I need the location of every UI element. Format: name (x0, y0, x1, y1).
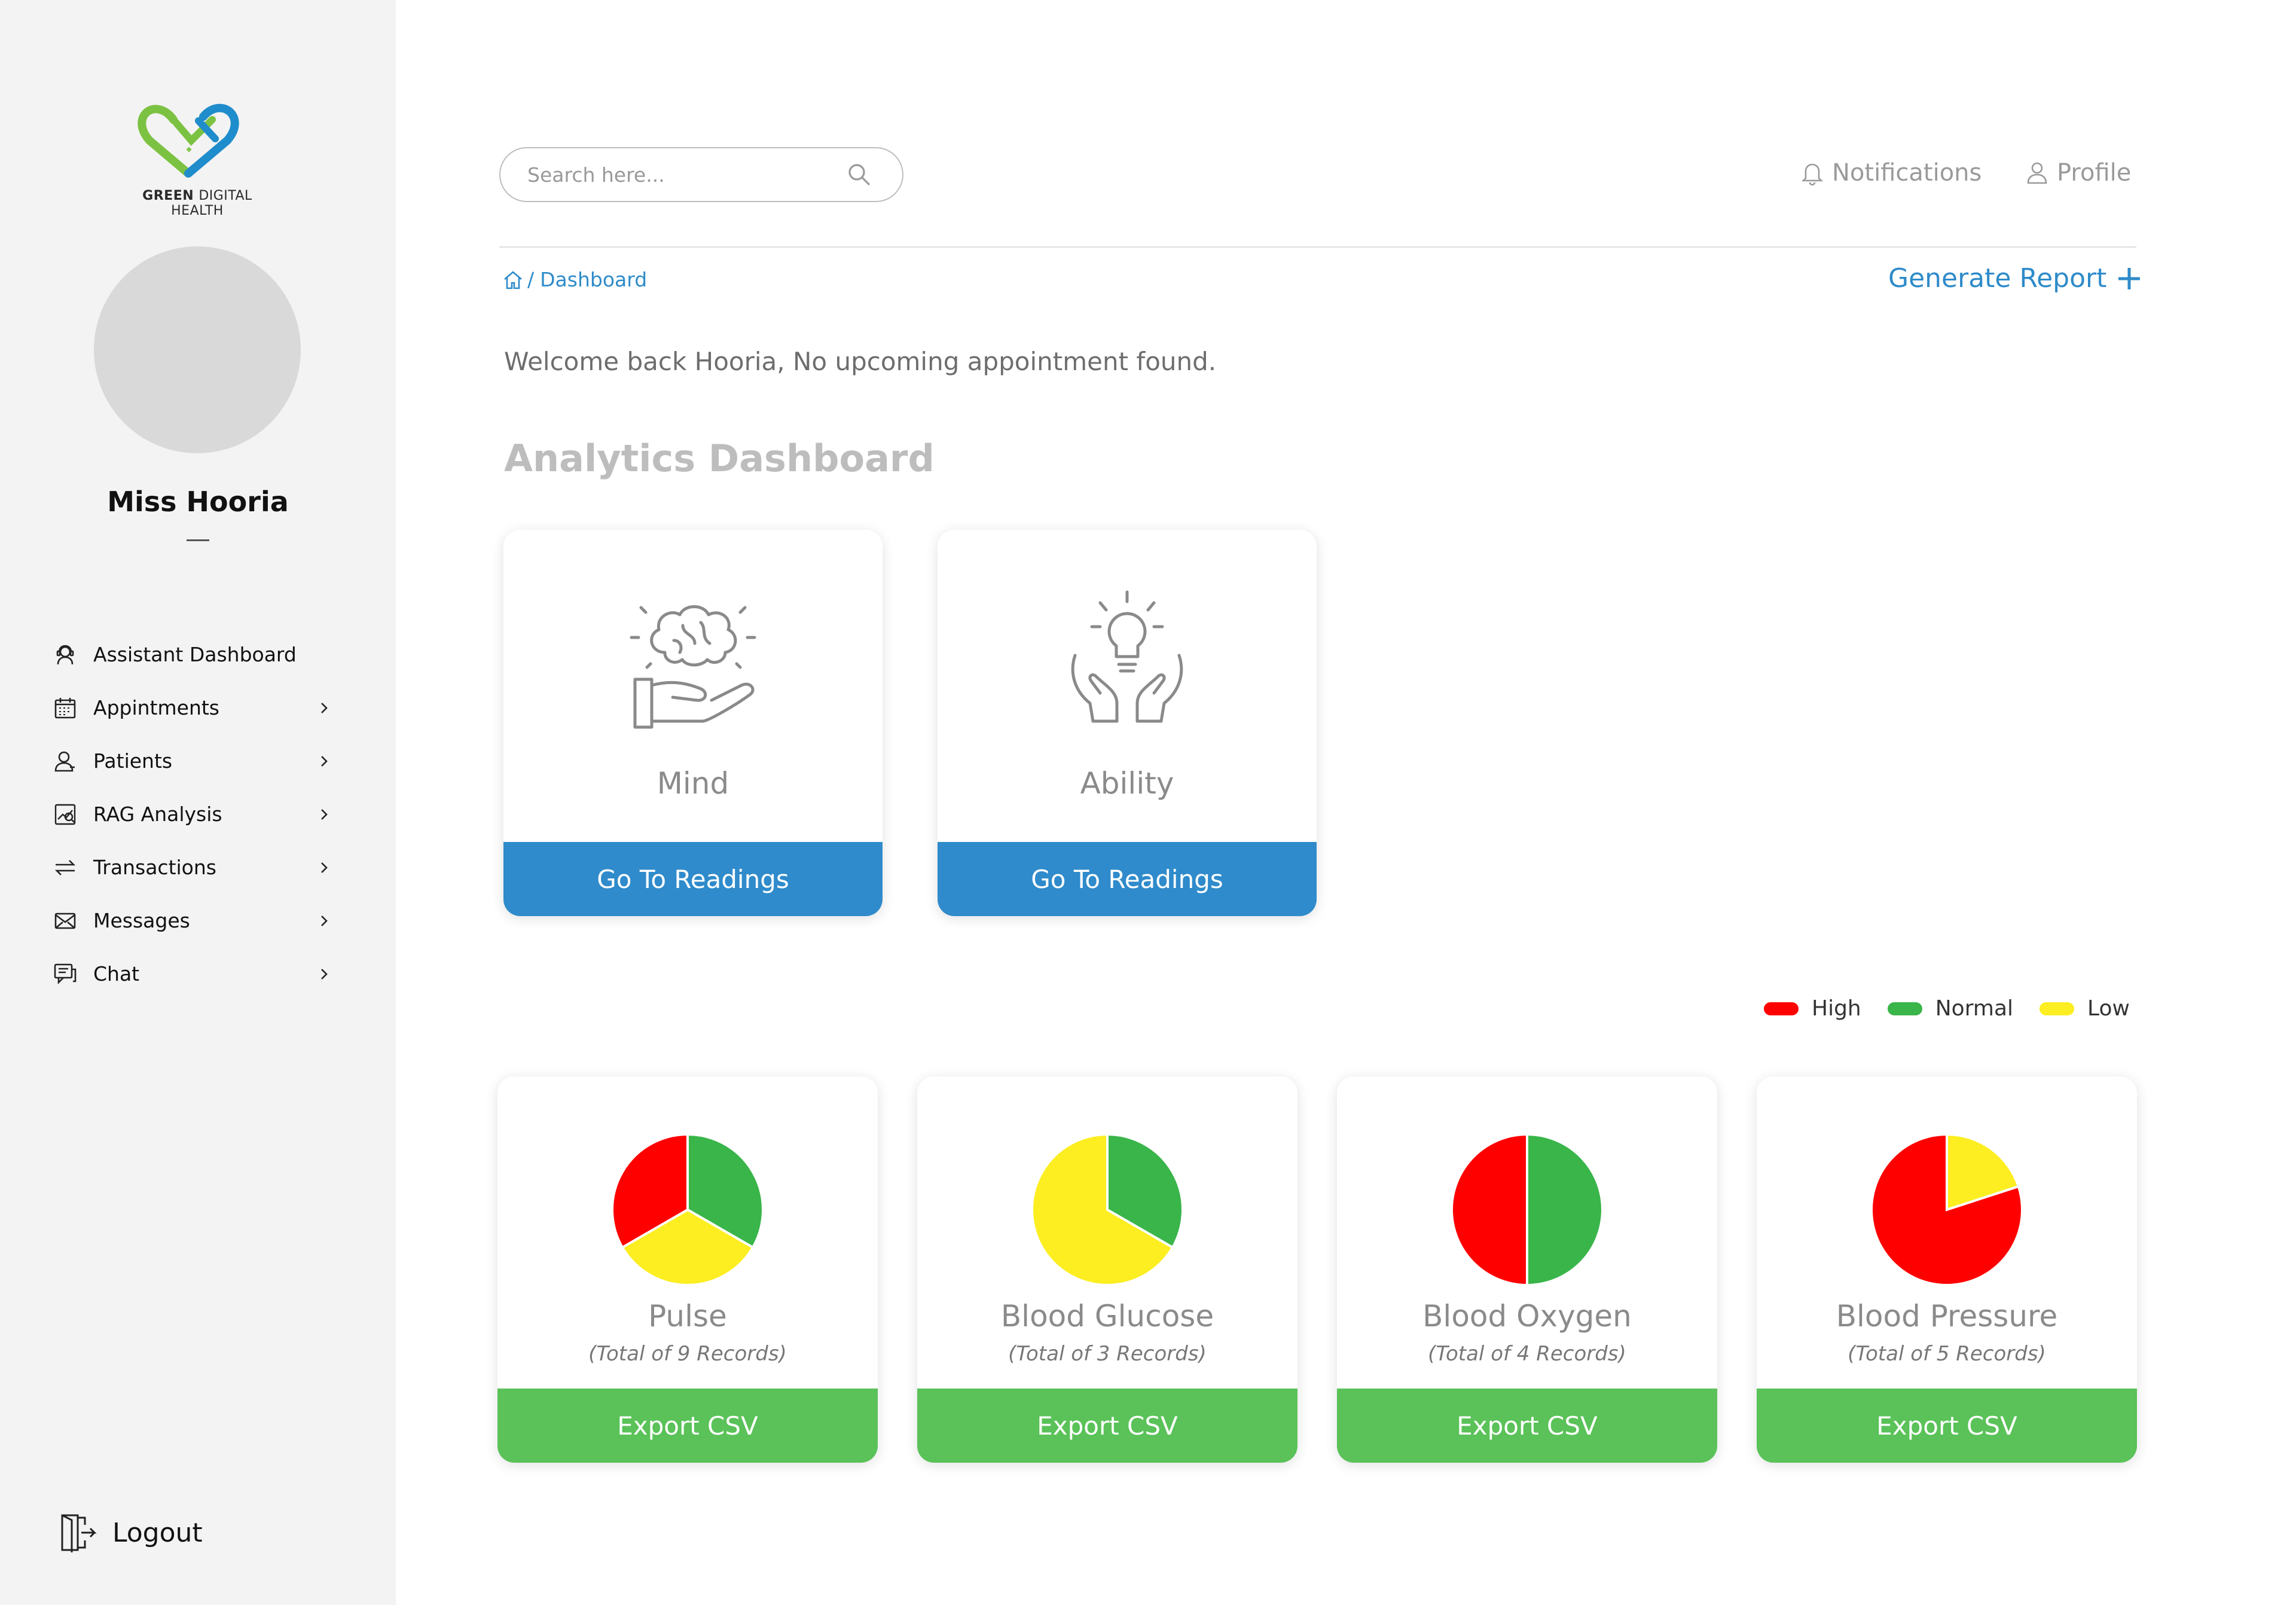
pie-slice-normal (1106, 1133, 1184, 1249)
search-bar (499, 147, 903, 202)
messages-icon (53, 908, 78, 933)
pie-chart (1031, 1133, 1184, 1286)
chevron-right-icon (321, 968, 328, 980)
user-icon (2027, 162, 2047, 184)
divider (187, 539, 209, 541)
legend-swatch (2039, 1002, 2075, 1015)
search-icon[interactable] (846, 161, 872, 188)
chart-subtitle: (Total of 4 Records) (1428, 1342, 1626, 1366)
go-to-readings-button[interactable]: Go To Readings (938, 842, 1317, 916)
assistant-icon (53, 642, 78, 667)
sidebar-item-chat[interactable]: Chat (53, 947, 334, 1000)
patients-icon (53, 749, 78, 774)
pie-slice-high (611, 1133, 689, 1249)
heart-logo-icon (138, 103, 239, 178)
sidebar-nav: Assistant Dashboard Appintments Patients… (53, 628, 334, 1000)
chart-title: Blood Glucose (1000, 1299, 1214, 1334)
pie-chart (1870, 1133, 2023, 1286)
search-input[interactable] (527, 163, 846, 187)
breadcrumb: / Dashboard (502, 268, 647, 291)
breadcrumb-separator: / (527, 268, 535, 291)
sidebar-item-patients[interactable]: Patients (53, 734, 334, 788)
chart-subtitle: (Total of 5 Records) (1848, 1342, 2046, 1366)
chart-title: Blood Oxygen (1422, 1299, 1632, 1334)
chart-subtitle: (Total of 9 Records) (588, 1342, 787, 1366)
chart-title: Pulse (648, 1299, 727, 1334)
pie-slice-high (1451, 1133, 1528, 1286)
chat-icon (53, 962, 78, 987)
chart-subtitle: (Total of 3 Records) (1008, 1342, 1207, 1366)
stat-card-blood-pressure: Blood Pressure (Total of 5 Records) Expo… (1757, 1076, 2137, 1463)
sidebar-item-assistant-dashboard[interactable]: Assistant Dashboard (53, 628, 334, 681)
sidebar-item-transactions[interactable]: Transactions (53, 841, 334, 894)
chart-legend: High Normal Low (1764, 996, 2130, 1021)
brand-logo[interactable]: GREEN DIGITAL HEALTH (132, 84, 263, 218)
generate-report-button[interactable]: Generate Report (1888, 263, 2144, 294)
chevron-right-icon (321, 755, 328, 767)
sidebar: GREEN DIGITAL HEALTH Miss Hooria Assista… (0, 0, 396, 1605)
module-title: Mind (657, 766, 729, 801)
page-title: Analytics Dashboard (504, 437, 935, 480)
chevron-right-icon (321, 915, 328, 926)
pie-chart (611, 1133, 764, 1286)
pie-slice-high (1870, 1133, 2023, 1286)
export-csv-button[interactable]: Export CSV (497, 1389, 878, 1463)
pie-chart (1451, 1133, 1604, 1286)
calendar-icon (53, 695, 78, 721)
bell-icon (1801, 163, 1824, 185)
breadcrumb-current[interactable]: Dashboard (540, 268, 648, 291)
notifications-link[interactable]: Notifications (1800, 159, 1981, 187)
avatar[interactable] (94, 246, 301, 453)
welcome-message: Welcome back Hooria, No upcoming appoint… (504, 347, 1217, 376)
chevron-right-icon (321, 808, 328, 820)
user-name: Miss Hooria (107, 486, 289, 518)
pie-slice-low (621, 1208, 755, 1286)
brand-name: GREEN DIGITAL HEALTH (142, 188, 252, 218)
lightbulb-hands-icon (1071, 590, 1183, 723)
legend-swatch (1887, 1002, 1922, 1015)
go-to-readings-button[interactable]: Go To Readings (503, 842, 883, 916)
sidebar-item-messages[interactable]: Messages (53, 894, 334, 947)
chart-title: Blood Pressure (1836, 1299, 2058, 1334)
export-csv-button[interactable]: Export CSV (1757, 1389, 2137, 1463)
header-divider (499, 246, 2136, 248)
pie-slice-normal (1526, 1133, 1604, 1286)
chevron-right-icon (321, 702, 328, 713)
export-csv-button[interactable]: Export CSV (1337, 1389, 1717, 1463)
stat-card-blood-glucose: Blood Glucose (Total of 3 Records) Expor… (917, 1076, 1297, 1463)
sidebar-item-rag-analysis[interactable]: RAG Analysis (53, 788, 334, 841)
legend-item-high: High (1764, 996, 1861, 1021)
home-icon[interactable] (502, 269, 524, 291)
logout-button[interactable]: Logout (57, 1513, 203, 1552)
legend-swatch (1764, 1002, 1799, 1015)
pie-slice-low (1946, 1133, 2020, 1212)
profile-link[interactable]: Profile (2025, 159, 2131, 187)
module-title: Ability (1080, 766, 1174, 801)
legend-item-normal: Normal (1887, 996, 2013, 1021)
legend-item-low: Low (2039, 996, 2130, 1021)
stat-card-blood-oxygen: Blood Oxygen (Total of 4 Records) Export… (1337, 1076, 1717, 1463)
module-card-mind: Mind Go To Readings (503, 530, 883, 916)
rag-analysis-icon (53, 802, 78, 827)
plus-icon (2118, 267, 2141, 289)
logout-icon (61, 1514, 97, 1552)
export-csv-button[interactable]: Export CSV (917, 1389, 1297, 1463)
brain-hand-icon (630, 605, 756, 729)
transactions-icon (53, 855, 78, 880)
stat-card-pulse: Pulse (Total of 9 Records) Export CSV (497, 1076, 878, 1463)
pie-slice-normal (686, 1133, 764, 1249)
sidebar-item-appointments[interactable]: Appintments (53, 681, 334, 734)
chevron-right-icon (321, 862, 328, 873)
module-card-ability: Ability Go To Readings (938, 530, 1317, 916)
pie-slice-low (1031, 1133, 1174, 1286)
